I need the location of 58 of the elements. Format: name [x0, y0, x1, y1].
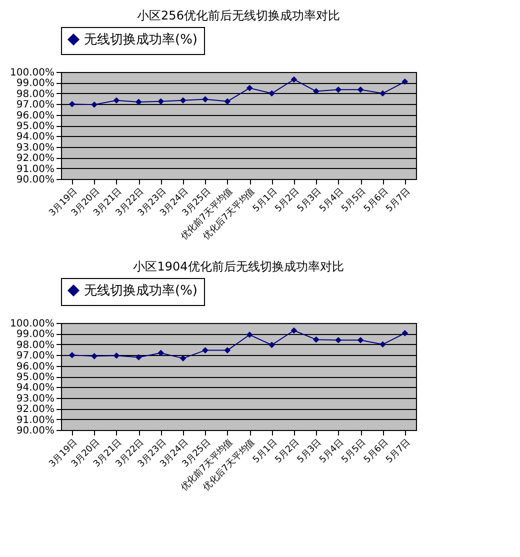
y-tick-label: 91.00%	[16, 164, 54, 175]
legend-label: 无线切换成功率(%)	[84, 32, 198, 48]
point	[68, 100, 76, 108]
point	[113, 97, 120, 104]
y-tick-label: 92.00%	[16, 404, 54, 416]
point	[91, 101, 98, 108]
point	[91, 353, 98, 360]
point	[158, 350, 164, 356]
point	[180, 97, 186, 104]
point	[180, 355, 186, 362]
point	[113, 352, 120, 359]
y-tick-label: 97.00%	[16, 100, 54, 111]
point	[290, 327, 298, 334]
point	[335, 86, 342, 93]
point	[202, 347, 208, 354]
y-tick-label: 99.00%	[16, 78, 54, 90]
y-tick-label: 96.00%	[16, 110, 54, 122]
point	[335, 336, 342, 344]
point	[402, 78, 408, 85]
legend-label: 无线切换成功率(%)	[84, 282, 198, 298]
chart-title: 小区1904优化前后无线切换成功率对比	[133, 260, 344, 274]
point	[312, 336, 320, 343]
point	[268, 342, 275, 348]
y-tick-label: 95.00%	[16, 372, 54, 383]
y-tick-label: 98.00%	[16, 88, 54, 100]
point	[268, 90, 275, 97]
y-tick-label: 90.00%	[16, 426, 54, 436]
point	[290, 76, 298, 83]
y-tick-label: 95.00%	[16, 121, 54, 132]
point	[224, 347, 231, 354]
y-tick-label: 96.00%	[16, 361, 54, 372]
y-tick-label: 91.00%	[16, 414, 54, 426]
point	[68, 352, 76, 358]
y-tick-label: 100.00%	[10, 68, 54, 78]
point	[357, 336, 364, 344]
point	[224, 98, 231, 105]
y-tick-label: 92.00%	[16, 153, 54, 164]
point	[380, 90, 386, 97]
y-tick-label: 98.00%	[16, 340, 54, 351]
y-tick-label: 99.00%	[16, 329, 54, 340]
point	[158, 98, 164, 105]
point	[402, 330, 408, 336]
y-tick-label: 94.00%	[16, 132, 54, 143]
y-tick-label: 94.00%	[16, 382, 54, 394]
y-tick-label: 93.00%	[16, 142, 54, 154]
y-tick-label: 100.00%	[10, 318, 54, 330]
point	[246, 332, 253, 338]
point	[135, 354, 142, 360]
chart-title: 小区256优化前后无线切换成功率对比	[137, 8, 340, 22]
y-tick-label: 97.00%	[16, 350, 54, 362]
y-tick-label: 90.00%	[16, 174, 54, 186]
point	[135, 98, 142, 106]
point	[202, 96, 208, 102]
y-tick-label: 93.00%	[16, 393, 54, 404]
point	[380, 341, 386, 348]
point	[357, 86, 364, 93]
point	[312, 88, 320, 94]
point	[246, 84, 253, 92]
